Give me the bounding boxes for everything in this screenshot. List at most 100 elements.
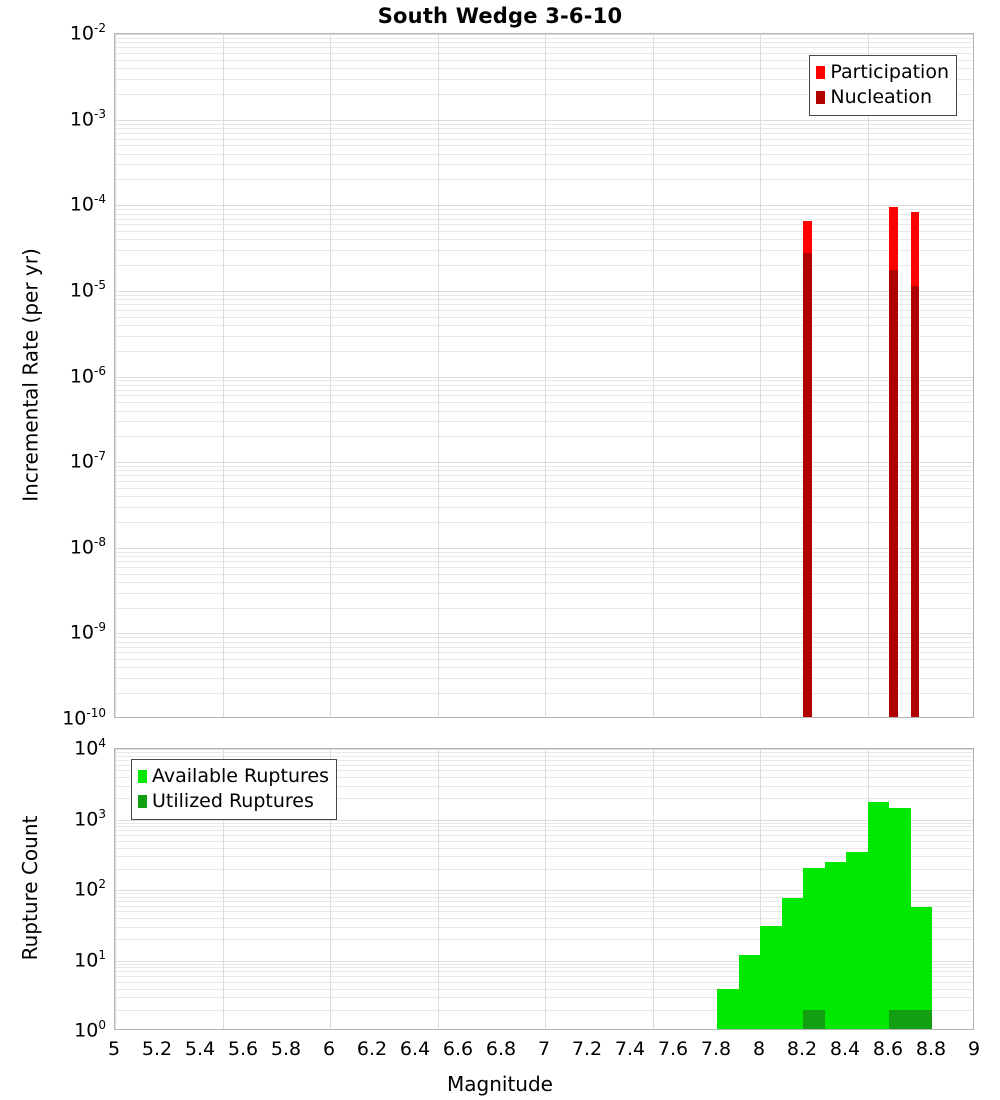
- grid-line-horizontal: [115, 820, 973, 821]
- grid-line-horizontal: [115, 939, 973, 940]
- grid-line-horizontal: [115, 798, 973, 799]
- x-tick-label: 9: [967, 1038, 981, 1060]
- bar-utilized-ruptures: [910, 1009, 932, 1029]
- grid-line-horizontal: [115, 231, 973, 232]
- count-y-axis-label: Rupture Count: [18, 815, 42, 961]
- y-tick-label: 10-8: [69, 534, 106, 559]
- grid-line-horizontal: [115, 214, 973, 215]
- grid-line-horizontal: [115, 548, 973, 549]
- bar-available-ruptures: [781, 897, 803, 1029]
- grid-line-horizontal: [115, 42, 973, 43]
- bar-available-ruptures: [867, 801, 889, 1029]
- grid-line-horizontal: [115, 377, 973, 378]
- bar-nucleation: [803, 252, 812, 717]
- bar-available-ruptures: [846, 851, 868, 1029]
- grid-line-horizontal: [115, 421, 973, 422]
- bar-utilized-ruptures: [803, 1009, 825, 1029]
- bar-available-ruptures: [760, 925, 782, 1029]
- grid-line-vertical: [115, 34, 116, 717]
- y-tick-label: 103: [74, 806, 106, 830]
- grid-line-horizontal: [115, 890, 973, 891]
- grid-line-horizontal: [115, 390, 973, 391]
- x-tick-label: 8.6: [872, 1038, 904, 1060]
- legend-label: Nucleation: [830, 86, 933, 108]
- grid-line-horizontal: [115, 250, 973, 251]
- grid-line-horizontal: [115, 325, 973, 326]
- grid-line-vertical: [223, 34, 224, 717]
- grid-line-horizontal: [115, 964, 973, 965]
- grid-line-horizontal: [115, 60, 973, 61]
- legend-label: Participation: [830, 61, 949, 83]
- grid-line-horizontal: [115, 823, 973, 824]
- grid-line-horizontal: [115, 291, 973, 292]
- bar-available-ruptures: [824, 861, 846, 1029]
- grid-line-horizontal: [115, 835, 973, 836]
- grid-line-vertical: [760, 749, 761, 1029]
- grid-line-horizontal: [115, 760, 973, 761]
- y-tick-label: 10-3: [69, 106, 106, 130]
- grid-line-horizontal: [115, 897, 973, 898]
- grid-line-horizontal: [115, 124, 973, 125]
- y-tick-label: 10-5: [69, 277, 106, 302]
- grid-line-horizontal: [115, 380, 973, 381]
- grid-line-horizontal: [115, 678, 973, 679]
- x-tick-label: 6.4: [399, 1038, 431, 1060]
- grid-line-horizontal: [115, 53, 973, 54]
- grid-line-horizontal: [115, 436, 973, 437]
- grid-line-horizontal: [115, 770, 973, 771]
- grid-line-horizontal: [115, 841, 973, 842]
- bar-available-ruptures: [738, 954, 760, 1029]
- grid-line-horizontal: [115, 219, 973, 220]
- y-tick-label: 10-10: [62, 706, 106, 730]
- grid-line-horizontal: [115, 659, 973, 660]
- grid-line-horizontal: [115, 749, 973, 750]
- grid-line-horizontal: [115, 848, 973, 849]
- page-title: South Wedge 3-6-10: [377, 4, 623, 28]
- grid-line-horizontal: [115, 593, 973, 594]
- grid-line-horizontal: [115, 552, 973, 553]
- grid-line-vertical: [223, 749, 224, 1029]
- y-tick-label: 102: [74, 877, 106, 901]
- grid-line-horizontal: [115, 488, 973, 489]
- grid-line-horizontal: [115, 466, 973, 467]
- x-tick-label: 7.6: [657, 1038, 689, 1060]
- grid-line-horizontal: [115, 752, 973, 753]
- y-tick-label: 10-7: [69, 449, 106, 473]
- x-tick-label: 5.8: [270, 1038, 302, 1060]
- x-tick-label: 8.4: [829, 1038, 861, 1060]
- legend-item: Utilized Ruptures: [138, 789, 329, 814]
- legend-item: Participation: [816, 60, 949, 85]
- y-tick-label: 104: [74, 736, 106, 760]
- grid-line-horizontal: [115, 911, 973, 912]
- x-tick-label: 6.6: [442, 1038, 474, 1060]
- grid-line-horizontal: [115, 927, 973, 928]
- grid-line-horizontal: [115, 856, 973, 857]
- bar-available-ruptures: [910, 907, 932, 1029]
- grid-line-horizontal: [115, 310, 973, 311]
- bar-available-ruptures: [717, 988, 739, 1029]
- grid-line-horizontal: [115, 667, 973, 668]
- grid-line-horizontal: [115, 145, 973, 146]
- grid-line-vertical: [545, 34, 546, 717]
- bar-nucleation: [910, 285, 920, 717]
- x-tick-label: 6.8: [485, 1038, 517, 1060]
- bar-utilized-ruptures: [889, 1009, 911, 1029]
- grid-line-horizontal: [115, 830, 973, 831]
- grid-line-horizontal: [115, 556, 973, 557]
- grid-line-horizontal: [115, 94, 973, 95]
- grid-line-horizontal: [115, 642, 973, 643]
- grid-line-horizontal: [115, 522, 973, 523]
- grid-line-horizontal: [115, 475, 973, 476]
- grid-line-horizontal: [115, 395, 973, 396]
- grid-line-horizontal: [115, 574, 973, 575]
- grid-line-horizontal: [115, 79, 973, 80]
- bar-nucleation: [889, 270, 898, 717]
- x-tick-label: 8: [752, 1038, 766, 1060]
- grid-line-horizontal: [115, 637, 973, 638]
- grid-line-horizontal: [115, 224, 973, 225]
- grid-line-horizontal: [115, 652, 973, 653]
- grid-line-horizontal: [115, 906, 973, 907]
- x-tick-label: 5: [107, 1038, 121, 1060]
- bar-available-ruptures: [889, 808, 911, 1029]
